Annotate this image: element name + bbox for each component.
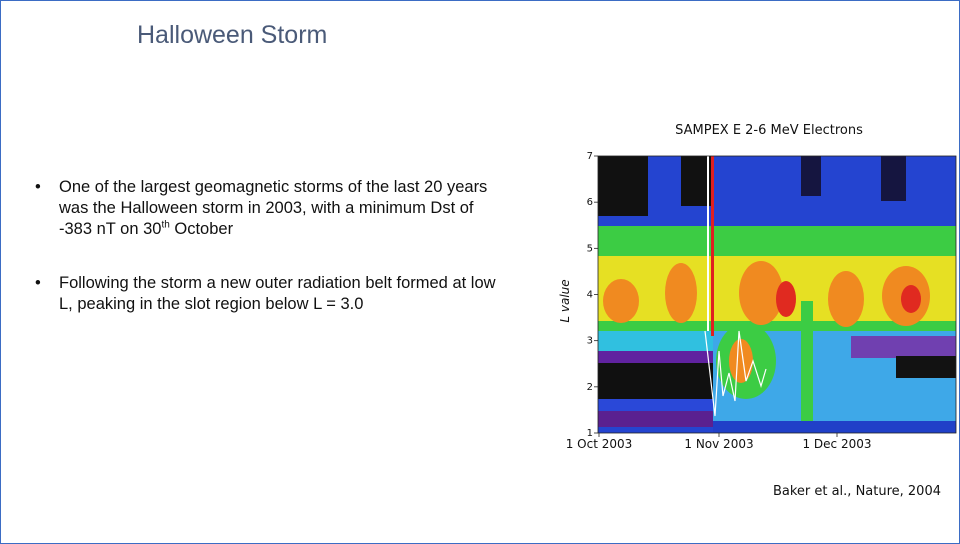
figure-title: SAMPEX E 2-6 MeV Electrons	[675, 123, 863, 138]
bullet-text: October	[169, 220, 234, 238]
y-tick-label: 2	[587, 382, 593, 393]
y-tick-label: 6	[587, 197, 593, 208]
citation: Baker et al., Nature, 2004	[772, 484, 941, 499]
y-tick-label: 4	[587, 290, 593, 301]
x-tick-label: 1 Nov 2003	[684, 437, 753, 451]
y-tick-label: 5	[587, 243, 593, 254]
bullet-text: One of the largest geomagnetic storms of…	[59, 178, 488, 238]
spectrogram	[598, 156, 956, 433]
y-axis-label: L value	[558, 279, 572, 322]
superscript: th	[161, 219, 170, 231]
x-tick-label: 1 Dec 2003	[802, 437, 871, 451]
slide-title: Halloween Storm	[137, 21, 328, 49]
bullet: Following the storm a new outer radiatio…	[35, 273, 505, 315]
y-tick-label: 1	[587, 428, 593, 439]
y-tick-label: 3	[587, 336, 593, 347]
x-tick-label: 1 Oct 2003	[566, 437, 633, 451]
bullet-list: One of the largest geomagnetic storms of…	[35, 177, 505, 348]
bullet: One of the largest geomagnetic storms of…	[35, 177, 505, 240]
y-tick-label: 7	[587, 151, 593, 162]
bullet-text: Following the storm a new outer radiatio…	[59, 274, 496, 313]
